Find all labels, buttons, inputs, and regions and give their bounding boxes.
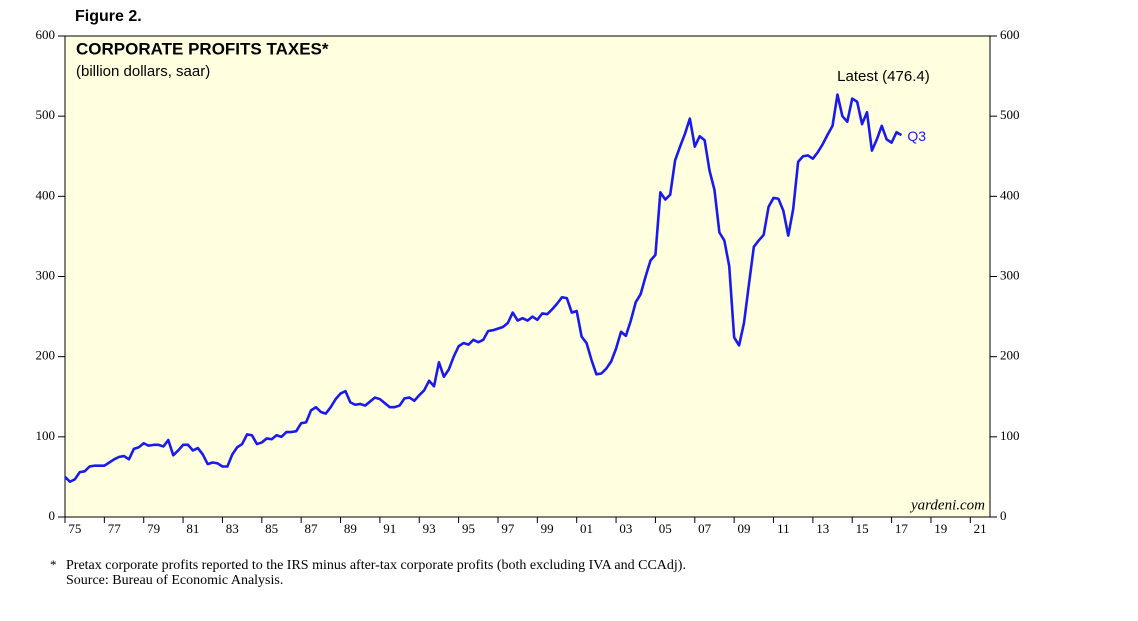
y-tick-label: 0 [49, 508, 56, 523]
x-tick-label: 15 [856, 521, 869, 536]
x-tick-label: 89 [344, 521, 357, 536]
x-tick-label: 95 [462, 521, 475, 536]
x-tick-label: 05 [659, 521, 672, 536]
y2-tick-label: 200 [1000, 348, 1020, 363]
y-tick-label: 200 [36, 348, 56, 363]
y2-tick-label: 400 [1000, 187, 1020, 202]
footnote: Pretax corporate profits reported to the… [66, 558, 686, 573]
y2-tick-label: 300 [1000, 267, 1020, 282]
x-tick-label: 13 [816, 521, 829, 536]
x-tick-label: 93 [423, 521, 436, 536]
x-tick-label: 17 [895, 521, 909, 536]
x-tick-label: 99 [541, 521, 554, 536]
x-tick-label: 85 [265, 521, 278, 536]
x-tick-label: 75 [68, 521, 81, 536]
x-tick-label: 81 [186, 521, 199, 536]
x-tick-label: 77 [108, 521, 122, 536]
y-tick-label: 400 [36, 187, 56, 202]
y-tick-label: 500 [36, 107, 56, 122]
x-tick-label: 09 [737, 521, 750, 536]
data-line [64, 93, 903, 484]
x-tick-label: 97 [501, 521, 515, 536]
x-tick-label: 01 [580, 521, 593, 536]
x-tick-label: 11 [777, 521, 790, 536]
x-tick-label: 87 [305, 521, 319, 536]
y-tick-label: 300 [36, 267, 56, 282]
y2-tick-label: 500 [1000, 107, 1020, 122]
chart-title: CORPORATE PROFITS TAXES* [76, 39, 329, 58]
figure-label: Figure 2. [75, 8, 142, 25]
x-tick-label: 07 [698, 521, 712, 536]
x-tick-label: 21 [974, 521, 987, 536]
annotation-latest: Latest (476.4) [837, 68, 930, 85]
x-tick-label: 83 [226, 521, 239, 536]
y-tick-label: 600 [36, 27, 56, 42]
x-tick-label: 91 [383, 521, 396, 536]
x-tick-label: 03 [619, 521, 632, 536]
source-note: Source: Bureau of Economic Analysis. [66, 573, 283, 588]
y2-tick-label: 0 [1000, 508, 1007, 523]
y-tick-label: 100 [36, 428, 56, 443]
watermark: yardeni.com [909, 497, 985, 513]
footnote-marker: * [50, 557, 57, 572]
x-tick-label: 79 [147, 521, 160, 536]
y2-tick-label: 100 [1000, 428, 1020, 443]
y2-tick-label: 600 [1000, 27, 1020, 42]
plot-area [64, 35, 991, 518]
annotation-quarter: Q3 [907, 128, 926, 144]
x-tick-label: 19 [934, 521, 947, 536]
chart-subtitle: (billion dollars, saar) [76, 63, 210, 80]
